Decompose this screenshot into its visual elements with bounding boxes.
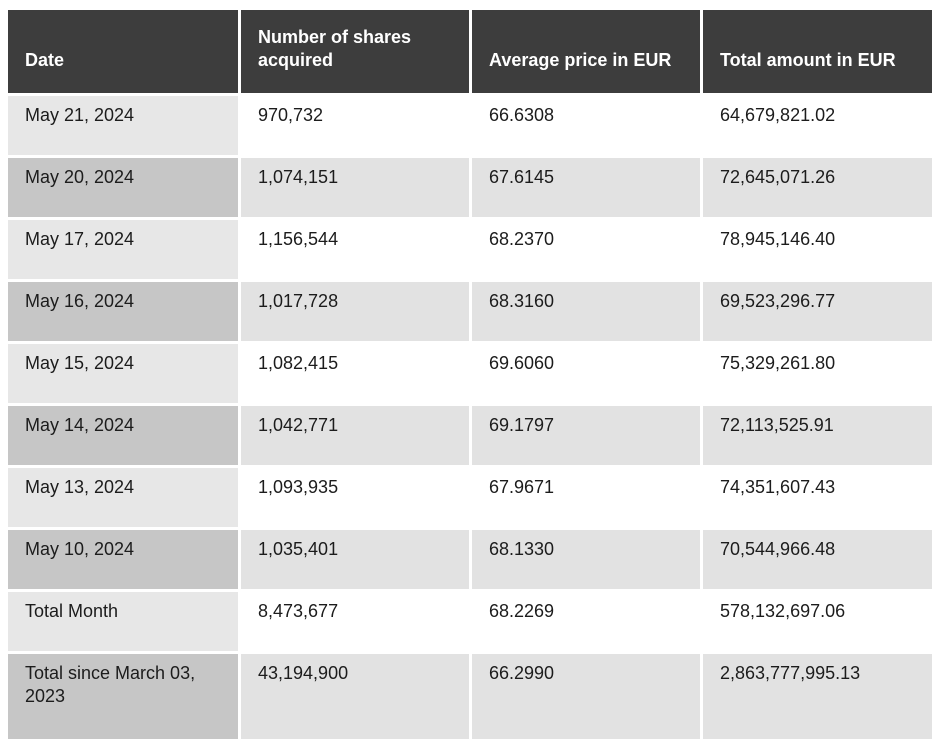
price-cell: 69.1797	[472, 406, 700, 465]
total-cell: 72,113,525.91	[703, 406, 932, 465]
price-cell: 68.1330	[472, 530, 700, 589]
date-cell: May 16, 2024	[8, 282, 238, 341]
total-cell: 72,645,071.26	[703, 158, 932, 217]
price-cell: 67.6145	[472, 158, 700, 217]
date-cell: May 20, 2024	[8, 158, 238, 217]
table-row-total-since: Total since March 03, 2023 43,194,900 66…	[8, 654, 932, 739]
shares-cell: 8,473,677	[241, 592, 469, 651]
price-cell: 66.2990	[472, 654, 700, 739]
date-cell: May 10, 2024	[8, 530, 238, 589]
table-row: May 10, 2024 1,035,401 68.1330 70,544,96…	[8, 530, 932, 589]
total-cell: 69,523,296.77	[703, 282, 932, 341]
price-cell: 69.6060	[472, 344, 700, 403]
price-cell: 66.6308	[472, 96, 700, 155]
col-header-shares-acquired: Number of shares acquired	[241, 10, 469, 93]
price-cell: 68.2269	[472, 592, 700, 651]
col-header-total-amount: Total amount in EUR	[703, 10, 932, 93]
header-row: Date Number of shares acquired Average p…	[8, 10, 932, 93]
shares-cell: 1,035,401	[241, 530, 469, 589]
shares-cell: 1,082,415	[241, 344, 469, 403]
shares-cell: 1,074,151	[241, 158, 469, 217]
col-header-date: Date	[8, 10, 238, 93]
shares-cell: 1,017,728	[241, 282, 469, 341]
shares-cell: 1,093,935	[241, 468, 469, 527]
table-row: May 15, 2024 1,082,415 69.6060 75,329,26…	[8, 344, 932, 403]
total-cell: 74,351,607.43	[703, 468, 932, 527]
date-cell: May 14, 2024	[8, 406, 238, 465]
date-cell: May 13, 2024	[8, 468, 238, 527]
table-row-total-month: Total Month 8,473,677 68.2269 578,132,69…	[8, 592, 932, 651]
share-buyback-table: Date Number of shares acquired Average p…	[5, 7, 935, 742]
date-cell: Total Month	[8, 592, 238, 651]
total-cell: 78,945,146.40	[703, 220, 932, 279]
table-row: May 14, 2024 1,042,771 69.1797 72,113,52…	[8, 406, 932, 465]
col-header-average-price: Average price in EUR	[472, 10, 700, 93]
table-row: May 20, 2024 1,074,151 67.6145 72,645,07…	[8, 158, 932, 217]
table-row: May 21, 2024 970,732 66.6308 64,679,821.…	[8, 96, 932, 155]
date-cell: May 15, 2024	[8, 344, 238, 403]
total-cell: 70,544,966.48	[703, 530, 932, 589]
date-cell: May 21, 2024	[8, 96, 238, 155]
shares-cell: 970,732	[241, 96, 469, 155]
date-cell: May 17, 2024	[8, 220, 238, 279]
table-row: May 17, 2024 1,156,544 68.2370 78,945,14…	[8, 220, 932, 279]
table-row: May 16, 2024 1,017,728 68.3160 69,523,29…	[8, 282, 932, 341]
shares-cell: 43,194,900	[241, 654, 469, 739]
shares-cell: 1,042,771	[241, 406, 469, 465]
total-cell: 64,679,821.02	[703, 96, 932, 155]
total-cell: 75,329,261.80	[703, 344, 932, 403]
table-row: May 13, 2024 1,093,935 67.9671 74,351,60…	[8, 468, 932, 527]
price-cell: 68.2370	[472, 220, 700, 279]
shares-cell: 1,156,544	[241, 220, 469, 279]
price-cell: 67.9671	[472, 468, 700, 527]
total-cell: 578,132,697.06	[703, 592, 932, 651]
date-cell: Total since March 03, 2023	[8, 654, 238, 739]
price-cell: 68.3160	[472, 282, 700, 341]
total-cell: 2,863,777,995.13	[703, 654, 932, 739]
